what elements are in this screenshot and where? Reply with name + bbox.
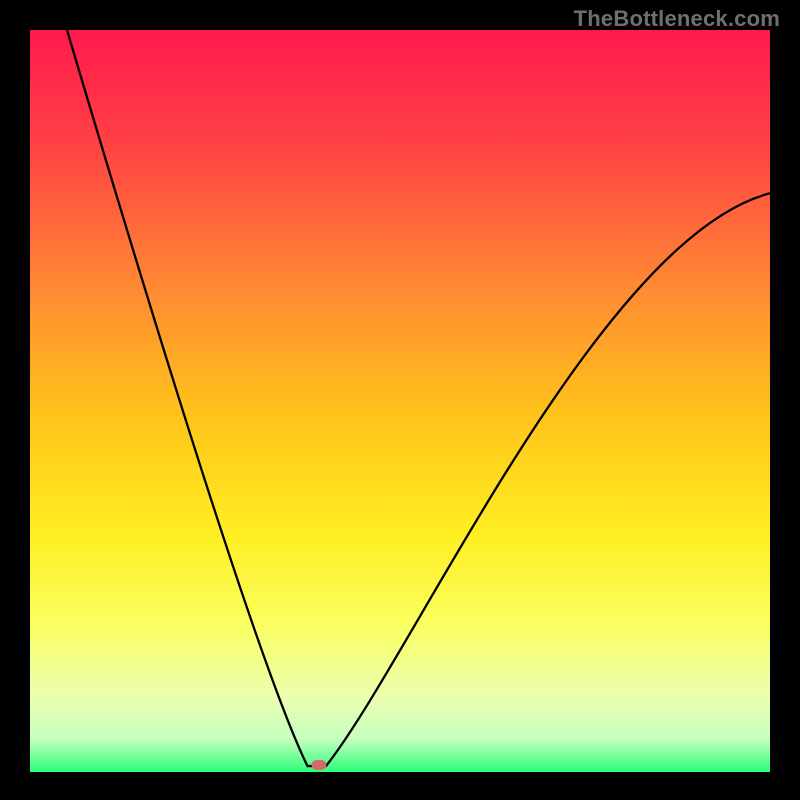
curve-path bbox=[67, 30, 770, 766]
min-marker bbox=[312, 760, 327, 770]
plot-area bbox=[30, 30, 770, 772]
chart-frame: TheBottleneck.com bbox=[0, 0, 800, 800]
watermark-text: TheBottleneck.com bbox=[574, 6, 780, 32]
bottleneck-curve bbox=[30, 30, 770, 772]
min-marker-pill bbox=[312, 760, 327, 770]
